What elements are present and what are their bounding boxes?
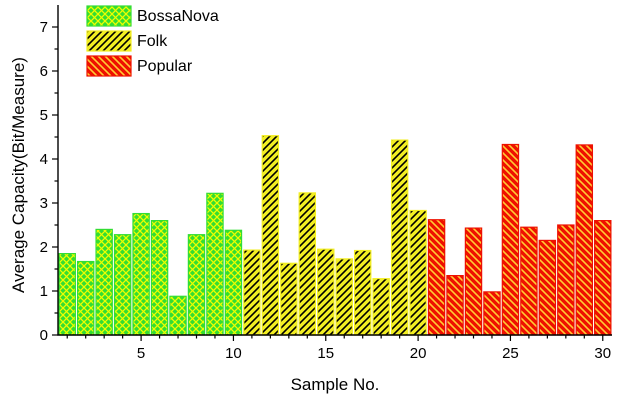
y-axis-title: Average Capacity(Bit/Measure) [9, 57, 28, 293]
legend-label-bossanova: BossaNova [137, 8, 219, 25]
legend-swatch-popular [86, 55, 132, 77]
x-axis-title: Sample No. [291, 375, 380, 394]
y-tick-label: 1 [40, 283, 48, 300]
bar-bossanova-5 [132, 212, 150, 336]
legend: BossaNova Folk Popular [86, 5, 219, 77]
bar-bossanova-4 [113, 234, 132, 336]
legend-swatch-folk [86, 30, 132, 52]
bar-folk-15 [317, 248, 335, 336]
bar-folk-14 [298, 192, 317, 336]
bar-bossanova-2 [76, 260, 95, 336]
y-tick-label: 6 [40, 63, 48, 80]
bar-popular-27 [538, 239, 557, 336]
y-tick-label: 0 [40, 327, 48, 344]
y-tick-label: 3 [40, 195, 48, 212]
bar-popular-22 [446, 275, 464, 336]
bar-folk-12 [261, 135, 280, 336]
bar-bossanova-6 [150, 220, 169, 336]
bar-bossanova-8 [187, 234, 206, 336]
bar-bossanova-10 [224, 229, 243, 336]
x-tick-label: 25 [502, 345, 519, 362]
bar-popular-21 [427, 219, 446, 336]
legend-label-folk: Folk [137, 33, 168, 50]
x-tick-label: 15 [317, 345, 334, 362]
bar-popular-23 [464, 227, 483, 336]
bar-bossanova-1 [58, 253, 76, 336]
y-tick-label: 5 [40, 107, 48, 124]
bar-popular-30 [594, 220, 612, 336]
axes-group: 5 10 15 20 25 30 0 1 2 3 4 5 6 7 [40, 5, 612, 362]
x-tick-label: 30 [594, 345, 611, 362]
bar-popular-25 [501, 143, 520, 336]
bar-folk-13 [280, 262, 298, 336]
bar-bossanova-7 [169, 295, 187, 336]
legend-swatch-bossanova [86, 5, 132, 27]
y-tick-label: 2 [40, 239, 48, 256]
y-tick-label: 7 [40, 19, 48, 36]
bar-bossanova-3 [95, 228, 113, 336]
bar-popular-26 [520, 226, 538, 336]
bar-folk-18 [372, 278, 390, 336]
bar-folk-19 [390, 139, 409, 336]
y-tick-label: 4 [40, 151, 48, 168]
legend-label-popular: Popular [137, 58, 193, 75]
bar-popular-28 [557, 224, 575, 336]
bars-group [58, 135, 612, 336]
bar-folk-17 [353, 249, 372, 336]
x-tick-label: 10 [225, 345, 242, 362]
bar-folk-20 [409, 209, 427, 336]
bar-folk-11 [243, 249, 261, 336]
bar-bossanova-9 [206, 192, 224, 336]
bar-popular-29 [575, 144, 594, 336]
x-tick-label: 20 [410, 345, 427, 362]
bar-folk-16 [335, 258, 353, 336]
x-tick-label: 5 [137, 345, 145, 362]
bar-popular-24 [483, 291, 501, 336]
